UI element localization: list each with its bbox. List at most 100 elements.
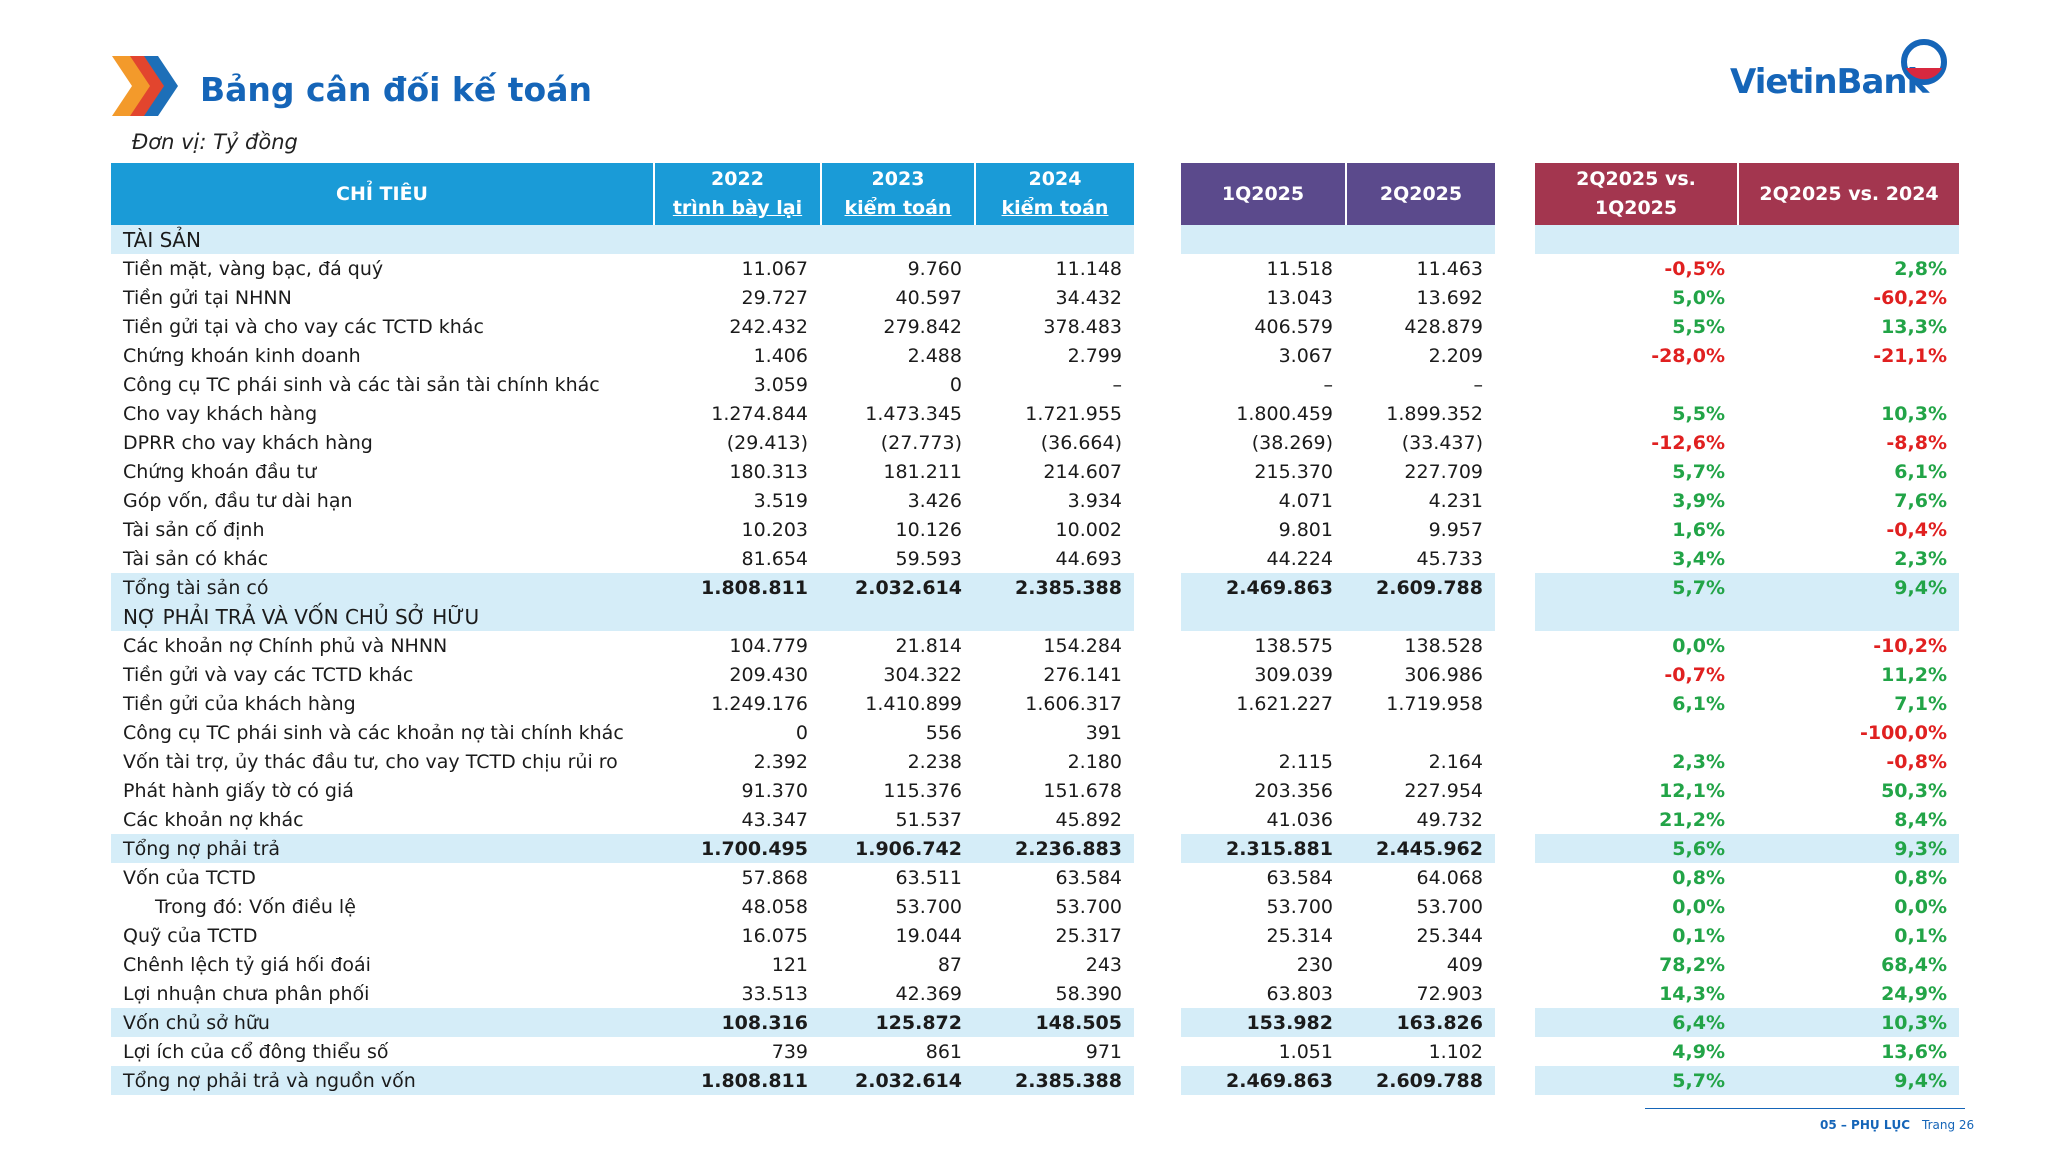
cell-value: 53.700 [1055, 895, 1122, 918]
row-highlight [111, 225, 1134, 254]
cell-value: 11.148 [1055, 257, 1122, 280]
cell-value: 1.808.811 [701, 576, 808, 599]
cell-value: 227.954 [1404, 779, 1483, 802]
cell-value: 13.692 [1416, 286, 1483, 309]
row-label: Quỹ của TCTD [123, 924, 258, 947]
cell-value: 391 [1085, 721, 1122, 744]
cell-value: 58.390 [1055, 982, 1122, 1005]
cell-value: 50,3% [1881, 779, 1947, 802]
column-note: trình bày lại [672, 197, 803, 219]
cell-value: 1.621.227 [1236, 692, 1333, 715]
column-note: kiểm toán [844, 197, 952, 219]
column-title: CHỈ TIÊU [336, 182, 428, 205]
cell-value: 739 [771, 1040, 808, 1063]
cell-value: 63.584 [1055, 866, 1122, 889]
cell-value: -0,4% [1886, 518, 1947, 541]
cell-value: 11.518 [1266, 257, 1333, 280]
cell-value: 72.903 [1416, 982, 1483, 1005]
row-label: Lợi ích của cổ đông thiểu số [123, 1040, 389, 1063]
cell-value: 9.957 [1428, 518, 1483, 541]
cell-value: 2.488 [907, 344, 962, 367]
cell-value: 5,7% [1672, 460, 1725, 483]
cell-value: 5,0% [1672, 286, 1725, 309]
header-band [111, 163, 1134, 225]
cell-value: -100,0% [1859, 721, 1947, 744]
cell-value: 91.370 [741, 779, 808, 802]
column-title: 2023 [871, 168, 925, 190]
cell-value: 19.044 [895, 924, 962, 947]
cell-value: 2.469.863 [1226, 576, 1333, 599]
cell-value: 1.102 [1428, 1040, 1483, 1063]
cell-value: 409 [1446, 953, 1483, 976]
cell-value: 0,1% [1672, 924, 1725, 947]
cell-value: 4.231 [1428, 489, 1483, 512]
cell-value: 12,1% [1659, 779, 1725, 802]
cell-value: 21,2% [1659, 808, 1725, 831]
cell-value: 51.537 [895, 808, 962, 831]
cell-value: – [1112, 373, 1123, 396]
cell-value: 25.344 [1416, 924, 1483, 947]
header-band [1181, 163, 1495, 225]
cell-value: 214.607 [1043, 460, 1122, 483]
cell-value: 43.347 [741, 808, 808, 831]
cell-value: 40.597 [895, 286, 962, 309]
cell-value: – [1473, 373, 1484, 396]
cell-value: 81.654 [741, 547, 808, 570]
cell-value: 64.068 [1416, 866, 1483, 889]
cell-value: 1.719.958 [1386, 692, 1483, 715]
cell-value: 0,0% [1894, 895, 1947, 918]
cell-value: 10.126 [895, 518, 962, 541]
row-highlight [111, 1008, 1134, 1037]
cell-value: -0,7% [1664, 663, 1725, 686]
row-highlight [1535, 1066, 1959, 1095]
cell-value: 154.284 [1043, 634, 1122, 657]
cell-value: 10.203 [741, 518, 808, 541]
column-title: 2Q2025 vs. 2024 [1759, 182, 1939, 205]
cell-value: 48.058 [741, 895, 808, 918]
cell-value: 1.249.176 [711, 692, 808, 715]
cell-value: 2.445.962 [1376, 837, 1483, 860]
cell-value: 1.406 [753, 344, 808, 367]
cell-value: 2.032.614 [855, 1069, 962, 1092]
row-highlight [1181, 834, 1495, 863]
column-title: 2Q2025 vs. 1Q2025 [1576, 168, 1696, 219]
cell-value: 215.370 [1254, 460, 1333, 483]
cell-value: 5,5% [1672, 315, 1725, 338]
cell-value: 9,4% [1894, 576, 1947, 599]
row-label: Tiền gửi của khách hàng [123, 692, 356, 715]
cell-value: 181.211 [883, 460, 962, 483]
logo: VietinBank [1730, 62, 1929, 102]
row-label: Tổng tài sản có [123, 576, 269, 599]
cell-value: (33.437) [1401, 431, 1483, 454]
cell-value: 1.606.317 [1025, 692, 1122, 715]
row-label: Chứng khoán đầu tư [123, 460, 317, 483]
row-label: DPRR cho vay khách hàng [123, 431, 373, 454]
cell-value: 3.067 [1278, 344, 1333, 367]
row-highlight [1535, 602, 1959, 631]
row-label: Tiền mặt, vàng bạc, đá quý [123, 257, 384, 280]
cell-value: 13,3% [1881, 315, 1947, 338]
cell-value: 2,3% [1894, 547, 1947, 570]
cell-value: 2.032.614 [855, 576, 962, 599]
cell-value: – [1323, 373, 1334, 396]
cell-value: 428.879 [1404, 315, 1483, 338]
cell-value: 861 [925, 1040, 962, 1063]
cell-value: 2.385.388 [1015, 576, 1122, 599]
column-title: 2Q2025 [1379, 182, 1463, 205]
title-icon [112, 56, 178, 116]
cell-value: 59.593 [895, 547, 962, 570]
cell-value: 1.051 [1278, 1040, 1333, 1063]
cell-value: 163.826 [1396, 1011, 1483, 1034]
cell-value: 406.579 [1254, 315, 1333, 338]
cell-value: 209.430 [729, 663, 808, 686]
footer-section: 05 – PHỤ LỤC [1820, 1118, 1911, 1132]
cell-value: 11.463 [1416, 257, 1483, 280]
row-label: Các khoản nợ khác [123, 808, 304, 831]
header-band [1535, 163, 1959, 225]
cell-value: 2.238 [907, 750, 962, 773]
cell-value: 7,6% [1894, 489, 1947, 512]
row-highlight [1181, 1008, 1495, 1037]
cell-value: 9,4% [1894, 1069, 1947, 1092]
cell-value: 33.513 [741, 982, 808, 1005]
cell-value: 4,9% [1672, 1040, 1725, 1063]
